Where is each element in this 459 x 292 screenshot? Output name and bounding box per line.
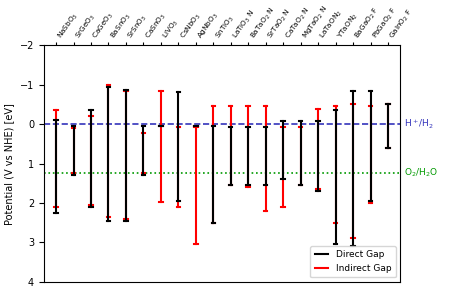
Legend: Direct Gap, Indirect Gap: Direct Gap, Indirect Gap: [309, 246, 395, 277]
Y-axis label: Potential (V vs NHE) [eV]: Potential (V vs NHE) [eV]: [4, 102, 14, 225]
Text: O$_2$/H$_2$O: O$_2$/H$_2$O: [403, 166, 437, 179]
Text: H$^+$/H$_2$: H$^+$/H$_2$: [403, 118, 433, 131]
